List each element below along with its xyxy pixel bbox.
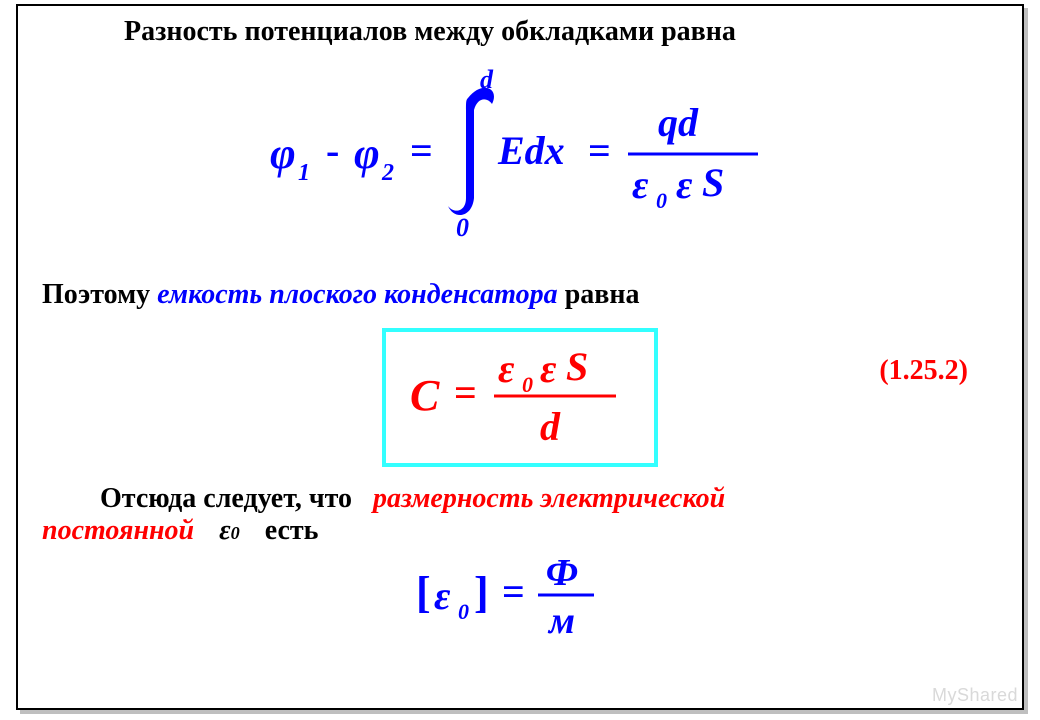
- para3-eps0: ε0: [215, 515, 244, 546]
- equation-1-svg: φ 1 - φ 2 = d 0 Edx = qd ε 0 ε S: [260, 58, 780, 238]
- eq3-lbr: [: [416, 568, 431, 617]
- para3-eps0-sym: ε: [219, 515, 230, 546]
- para3-emph1: размерность электрической: [373, 483, 725, 514]
- para3-eps0-sub: 0: [231, 523, 240, 543]
- eq3-e0: ε: [434, 573, 451, 618]
- paragraph-3: Отсюда следует, что размерность электрич…: [42, 483, 998, 547]
- eq1-integral-icon: [448, 88, 494, 215]
- eq2-num-e0: ε: [498, 346, 515, 391]
- para2-post: равна: [558, 279, 640, 310]
- eq1-int-bot: 0: [456, 213, 469, 238]
- eq1-den-0: 0: [656, 188, 667, 213]
- para3-emph2: постоянной: [42, 515, 194, 546]
- eq2-num-e: ε: [540, 346, 557, 391]
- eq1-phi2: φ: [354, 129, 380, 178]
- eq1-phi1: φ: [270, 129, 296, 178]
- eq1-minus: -: [326, 128, 339, 173]
- eq2-C: C: [410, 371, 440, 420]
- eq3-eq: =: [502, 569, 525, 614]
- eq1-int-top: d: [480, 65, 494, 94]
- para2-pre: Поэтому: [42, 279, 157, 310]
- equation-1: φ 1 - φ 2 = d 0 Edx = qd ε 0 ε S: [42, 58, 998, 243]
- slide-stage: Разность потенциалов между обкладками ра…: [0, 0, 1040, 720]
- eq1-eq: =: [410, 128, 433, 173]
- eq1-num: qd: [658, 100, 699, 145]
- para2-emph: емкость плоского конденсатора: [157, 279, 558, 310]
- eq2-num-S: S: [566, 344, 588, 389]
- eq1-den-S: S: [702, 160, 724, 205]
- eq3-rbr: ]: [474, 568, 489, 617]
- eq1-den-e: ε: [676, 162, 693, 207]
- eq2-den: d: [540, 404, 561, 449]
- equation-3-svg: [ ε 0 ] = Ф м: [410, 549, 630, 639]
- eq1-den-e0: ε: [632, 162, 649, 207]
- heading-text: Разность потенциалов между обкладками ра…: [124, 16, 736, 47]
- para3-part1: Отсюда следует, что: [100, 483, 359, 514]
- heading-line: Разность потенциалов между обкладками ра…: [42, 16, 998, 48]
- eq1-sub1: 1: [298, 160, 310, 186]
- equation-2-box: C = ε 0 ε S d: [382, 328, 658, 467]
- equation-2-row: C = ε 0 ε S d (1.25.2): [42, 327, 998, 467]
- equation-2-number: (1.25.2): [879, 355, 968, 387]
- paragraph-2: Поэтому емкость плоского конденсатора ра…: [42, 279, 998, 311]
- para3-part2: есть: [265, 515, 319, 546]
- eq3-num: Ф: [546, 552, 578, 594]
- eq2-num-0: 0: [522, 372, 533, 397]
- eq3-sub0: 0: [458, 599, 469, 624]
- eq2-eq: =: [454, 370, 477, 415]
- equation-2-svg: C = ε 0 ε S d: [406, 340, 626, 450]
- watermark: MyShared: [932, 685, 1018, 706]
- eq1-sub2: 2: [381, 160, 394, 186]
- slide-frame: Разность потенциалов между обкладками ра…: [16, 4, 1024, 710]
- eq1-integrand: Edx: [497, 128, 565, 173]
- eq1-eq2: =: [588, 128, 611, 173]
- eq3-den: м: [547, 600, 575, 639]
- equation-3: [ ε 0 ] = Ф м: [42, 549, 998, 644]
